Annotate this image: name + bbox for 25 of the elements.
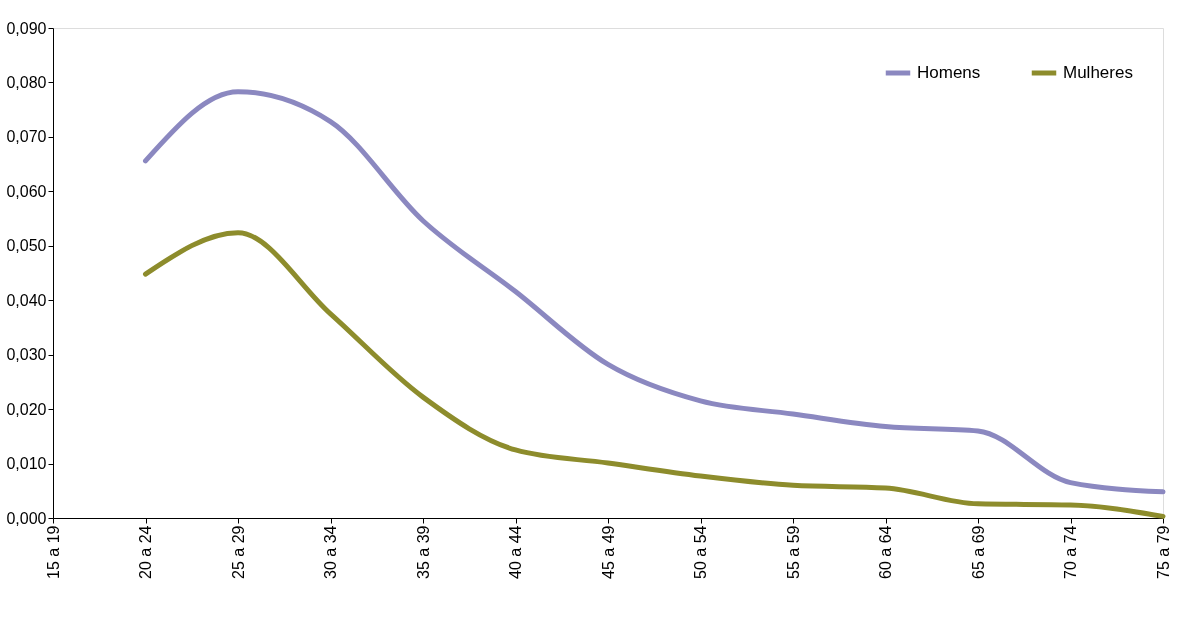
y-tick-label: 0,010 <box>6 455 47 473</box>
y-tick-label: 0,060 <box>6 182 47 200</box>
y-tick-label: 0,030 <box>6 346 47 364</box>
x-tick-label: 50 a 54 <box>692 525 709 579</box>
y-tick-label: 0,070 <box>6 128 47 146</box>
legend-label: Mulheres <box>1063 63 1133 82</box>
y-tick-label: 0,040 <box>6 291 47 309</box>
x-tick-label: 20 a 24 <box>137 525 154 579</box>
y-tick-label: 0,050 <box>6 237 47 255</box>
x-tick-label: 40 a 44 <box>507 525 524 579</box>
x-tick-label: 30 a 34 <box>322 525 339 579</box>
x-tick-label: 65 a 69 <box>969 525 987 579</box>
legend-label: Homens <box>917 63 981 82</box>
x-tick-label: 45 a 49 <box>599 525 617 579</box>
y-tick-label: 0,020 <box>6 400 47 418</box>
x-tick-label: 60 a 64 <box>877 525 894 579</box>
x-tick-label: 35 a 39 <box>414 525 432 579</box>
x-tick-label: 75 a 79 <box>1154 525 1172 579</box>
x-tick-label: 25 a 29 <box>229 525 247 579</box>
x-tick-label: 70 a 74 <box>1062 525 1079 579</box>
x-tick-label: 55 a 59 <box>784 525 802 579</box>
y-tick-label: 0,080 <box>6 73 47 91</box>
y-tick-label: 0,000 <box>6 509 47 527</box>
x-tick-label: 15 a 19 <box>44 525 62 579</box>
y-tick-label: 0,090 <box>6 19 47 37</box>
